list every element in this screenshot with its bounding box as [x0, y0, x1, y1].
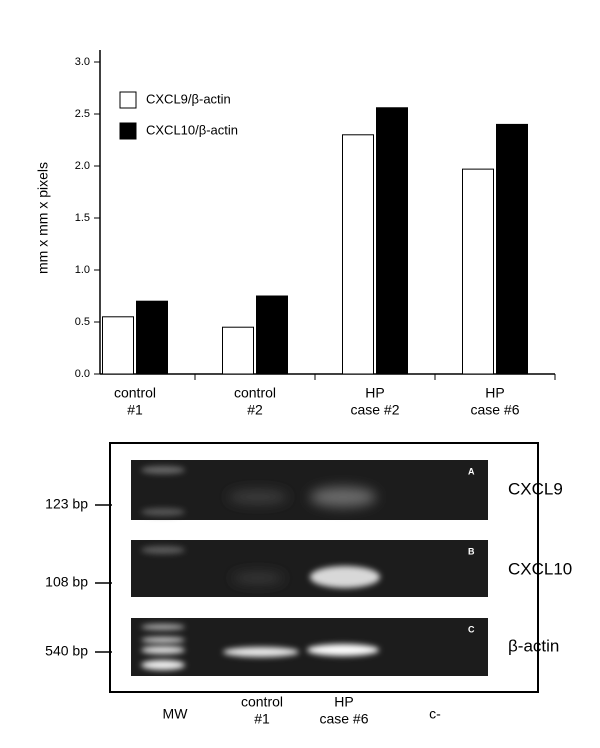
legend-label: CXCL9/β-actin	[146, 91, 231, 106]
x-tick-label: control	[234, 385, 276, 401]
gel-figure	[109, 442, 539, 693]
gel-bands	[141, 466, 380, 670]
y-tick-label: 3.0	[75, 56, 90, 68]
bar	[102, 316, 134, 375]
gel-strip	[131, 460, 488, 520]
y-axis-label: mm x mm x pixels	[35, 162, 51, 274]
lane-label: c-	[429, 706, 441, 722]
x-tick-label: case #2	[350, 402, 399, 418]
gene-label: β-actin	[508, 636, 559, 655]
marker-label: 108 bp	[45, 574, 88, 590]
gel-strip	[131, 618, 488, 676]
x-tick-label: case #6	[470, 402, 519, 418]
panel-letter: B	[468, 546, 475, 556]
legend-label: CXCL10/β-actin	[146, 122, 238, 137]
y-tick-label: 2.5	[75, 108, 90, 120]
gene-label: CXCL9	[508, 479, 563, 498]
panel-letter: C	[468, 624, 475, 634]
legend-swatch	[119, 122, 137, 140]
lane-label: HP	[334, 694, 353, 710]
marker-label: 123 bp	[45, 496, 88, 512]
bar	[222, 326, 254, 375]
bar	[376, 107, 408, 375]
bar	[496, 123, 528, 375]
gel-frame	[109, 442, 539, 693]
legend-swatch	[119, 91, 137, 109]
bar	[136, 300, 168, 375]
y-tick-label: 1.5	[75, 212, 90, 224]
bar	[462, 168, 494, 375]
gel-strip	[131, 540, 488, 597]
y-tick-label: 0.5	[75, 316, 90, 328]
marker-label: 540 bp	[45, 643, 88, 659]
lane-label: case #6	[319, 711, 368, 727]
y-tick-label: 0.0	[75, 368, 90, 380]
y-tick-label: 2.0	[75, 160, 90, 172]
x-tick-label: #1	[127, 402, 143, 418]
x-tick-label: HP	[365, 385, 384, 401]
lane-label: #1	[254, 711, 270, 727]
bar	[256, 295, 288, 375]
y-tick-label: 1.0	[75, 264, 90, 276]
bar	[342, 134, 374, 375]
gene-label: CXCL10	[508, 559, 572, 578]
x-tick-label: HP	[485, 385, 504, 401]
x-tick-label: control	[114, 385, 156, 401]
panel-letter: A	[468, 466, 475, 476]
lane-label: control	[241, 694, 283, 710]
x-tick-label: #2	[247, 402, 263, 418]
lane-label: MW	[163, 706, 189, 722]
